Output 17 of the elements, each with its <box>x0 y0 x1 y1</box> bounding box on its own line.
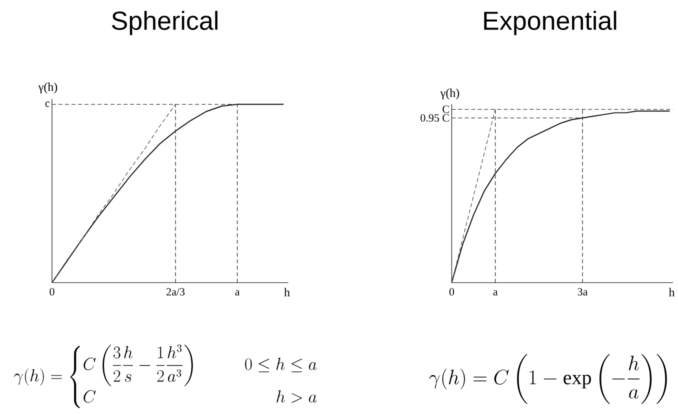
x-tick-label: 2a/3 <box>166 288 185 296</box>
x-tick-label: 0 <box>50 288 54 296</box>
series-label: 0.95 C <box>420 114 449 122</box>
x-tick-label: 3a <box>578 288 588 296</box>
x-axis-title: h <box>284 288 290 296</box>
text: $\gamma(h)=C\left(1-\exp\left(-\dfrac{h}{a}\right)\right)$ <box>429 354 667 404</box>
x-tick-label: 0 <box>449 288 454 296</box>
x-tick-label: a <box>493 290 498 296</box>
chart-title: Exponential <box>484 10 616 36</box>
y-axis-title: γ(h) <box>38 82 58 94</box>
chart-title: Spherical <box>112 10 218 36</box>
x-axis-title: h <box>668 288 675 296</box>
ref-line-label: C <box>442 106 449 113</box>
text: $\gamma(h)=\begin{cases}C\left(\dfrac{3}{2}\dfrac{h}{s}-\dfrac{1}{2}\dfrac{h^{3}}{a^{3}}\right) & \qquad 0\leq h\leq a\\ C & \hfill h>a\end{cases}$ <box>14 344 317 408</box>
series-label: c <box>45 102 50 107</box>
y-axis-title: γ(h) <box>440 88 460 100</box>
x-tick-label: a <box>235 290 240 296</box>
